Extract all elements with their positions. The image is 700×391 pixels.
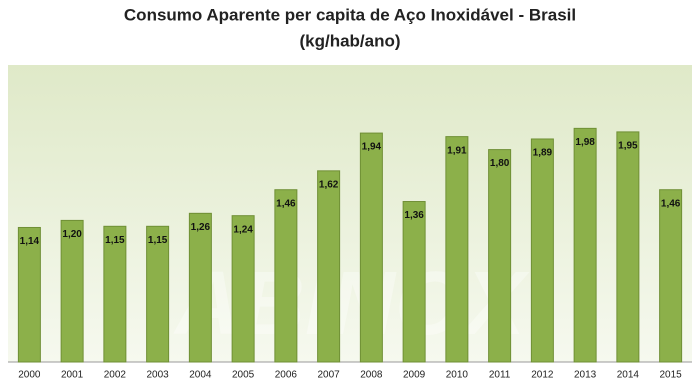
value-label: 1,26 [191, 222, 211, 233]
x-tick-label: 2002 [104, 370, 127, 381]
bar [488, 149, 512, 363]
x-tick-label: 2009 [403, 370, 426, 381]
watermark: ABINOX [173, 254, 530, 354]
bar [573, 127, 597, 363]
value-label: 1,62 [319, 179, 339, 190]
x-tick-label: 2005 [232, 370, 255, 381]
value-label: 1,95 [618, 141, 638, 152]
value-label: 1,14 [20, 236, 40, 247]
bar [188, 212, 212, 363]
x-tick-label: 2007 [318, 370, 341, 381]
bar [60, 219, 84, 363]
x-tick-label: 2013 [574, 370, 597, 381]
bar [146, 225, 170, 363]
value-label: 1,98 [575, 137, 595, 148]
x-tick-label: 2006 [275, 370, 298, 381]
x-tick-label: 2015 [660, 370, 683, 381]
value-label: 1,80 [490, 158, 510, 169]
x-tick-label: 2010 [446, 370, 469, 381]
bar [616, 131, 640, 363]
value-label: 1,89 [533, 148, 553, 159]
x-tick-label: 2008 [360, 370, 383, 381]
value-label: 1,46 [661, 198, 681, 209]
bar [317, 170, 341, 363]
value-label: 1,36 [404, 210, 424, 221]
bar [103, 225, 127, 363]
value-label: 1,20 [62, 229, 82, 240]
bar [359, 132, 383, 363]
value-label: 1,91 [447, 145, 467, 156]
value-label: 1,15 [148, 235, 168, 246]
value-label: 1,94 [362, 142, 382, 153]
bar [445, 136, 469, 363]
x-tick-label: 2000 [18, 370, 41, 381]
x-tick-label: 2004 [189, 370, 212, 381]
value-label: 1,46 [276, 198, 296, 209]
bar [402, 201, 426, 363]
value-label: 1,15 [105, 235, 125, 246]
bar [274, 189, 298, 363]
value-label: 1,24 [233, 224, 253, 235]
bar [17, 226, 41, 363]
chart-title: Consumo Aparente per capita de Aço Inoxi… [124, 5, 576, 24]
x-tick-label: 2011 [489, 370, 511, 381]
x-tick-label: 2012 [531, 370, 554, 381]
x-tick-label: 2001 [61, 370, 84, 381]
bar [231, 215, 255, 363]
chart-subtitle: (kg/hab/ano) [299, 31, 400, 50]
bar [530, 138, 554, 363]
x-tick-label: 2014 [617, 370, 640, 381]
x-tick-label: 2003 [147, 370, 170, 381]
bar [659, 189, 683, 363]
